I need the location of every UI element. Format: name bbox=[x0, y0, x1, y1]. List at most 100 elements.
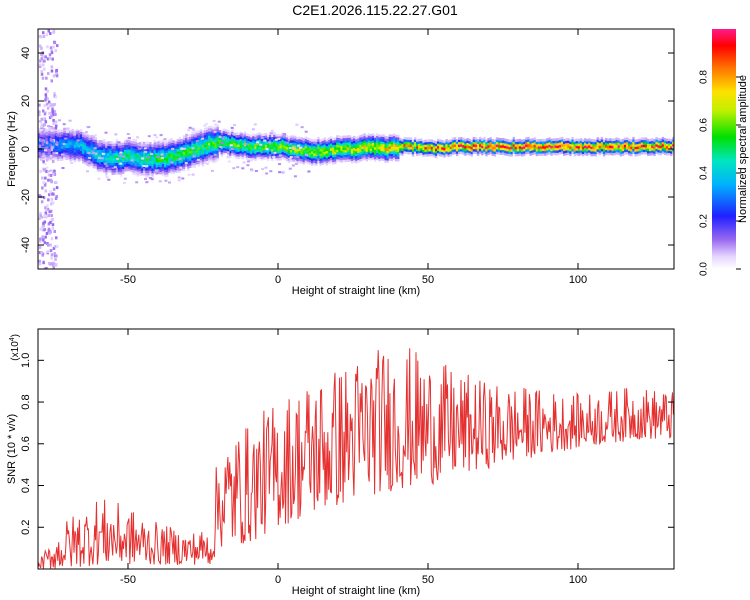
heatmap-cell bbox=[206, 158, 209, 162]
heatmap-cell bbox=[563, 143, 566, 147]
heatmap-cell bbox=[277, 153, 280, 156]
heatmap-cell bbox=[91, 151, 95, 154]
heatmap-cell bbox=[661, 151, 665, 154]
heatmap-cell bbox=[315, 151, 318, 154]
heatmap-cell bbox=[47, 222, 51, 226]
heatmap-cell bbox=[621, 141, 625, 144]
heatmap-cell bbox=[214, 159, 217, 163]
heatmap-cell bbox=[62, 143, 66, 146]
heatmap-cell bbox=[216, 158, 219, 161]
heatmap-cell bbox=[596, 142, 599, 145]
heatmap-cell bbox=[371, 135, 375, 139]
heatmap-cell bbox=[609, 150, 612, 153]
heatmap-cell bbox=[647, 150, 650, 154]
heatmap-cell bbox=[388, 139, 392, 142]
heatmap-cell bbox=[470, 144, 473, 147]
heatmap-cell bbox=[138, 166, 142, 169]
heatmap-cell bbox=[128, 166, 131, 169]
heatmap-cell bbox=[187, 144, 190, 147]
heatmap-cell bbox=[151, 161, 154, 164]
heatmap-cell bbox=[243, 146, 247, 149]
heatmap-cell bbox=[54, 156, 58, 160]
heatmap-cell bbox=[45, 169, 48, 173]
heatmap-cell bbox=[327, 147, 331, 150]
heatmap-cell bbox=[638, 141, 641, 144]
heatmap-cell bbox=[611, 150, 614, 154]
heatmap-cell bbox=[119, 162, 123, 165]
heatmap-cell bbox=[47, 72, 50, 75]
heatmap-cell bbox=[189, 153, 192, 156]
heatmap-cell bbox=[605, 142, 608, 146]
heatmap-cell bbox=[237, 151, 240, 155]
heatmap-cell bbox=[642, 147, 646, 150]
heatmap-cell bbox=[166, 169, 169, 173]
heatmap-cell bbox=[527, 144, 530, 147]
heatmap-cell bbox=[52, 128, 56, 132]
heatmap-cell bbox=[45, 138, 48, 141]
heatmap-cell bbox=[560, 141, 564, 145]
heatmap-cell bbox=[172, 154, 175, 158]
heatmap-cell bbox=[590, 139, 593, 142]
heatmap-cell bbox=[193, 134, 196, 137]
heatmap-cell bbox=[281, 142, 284, 145]
heatmap-cell bbox=[634, 141, 637, 145]
heatmap-cell bbox=[44, 149, 47, 152]
heatmap-cell bbox=[598, 147, 602, 151]
heatmap-cell bbox=[468, 141, 471, 144]
heatmap-cell bbox=[426, 146, 429, 150]
heatmap-cell bbox=[201, 163, 205, 167]
heatmap-cell bbox=[65, 135, 68, 139]
heatmap-cell bbox=[317, 146, 320, 149]
heatmap-cell bbox=[193, 153, 196, 156]
heatmap-cell bbox=[206, 132, 209, 135]
heatmap-cell bbox=[434, 141, 438, 144]
heatmap-cell bbox=[212, 146, 215, 149]
heatmap-cell bbox=[52, 151, 55, 155]
heatmap-cell bbox=[252, 157, 255, 161]
heatmap-cell bbox=[156, 141, 160, 144]
heatmap-cell bbox=[75, 136, 79, 140]
heatmap-cell bbox=[210, 135, 213, 138]
heatmap-cell bbox=[168, 160, 171, 164]
heatmap-cell bbox=[52, 103, 55, 107]
heatmap-cell bbox=[497, 149, 501, 153]
heatmap-cell bbox=[132, 150, 135, 154]
heatmap-cell bbox=[191, 138, 194, 142]
heatmap-cell bbox=[189, 141, 192, 144]
heatmap-cell bbox=[529, 146, 532, 149]
heatmap-cell bbox=[47, 100, 51, 104]
heatmap-cell bbox=[521, 142, 524, 145]
heatmap-cell bbox=[251, 128, 255, 131]
heatmap-cell bbox=[262, 133, 266, 136]
heatmap-cell bbox=[75, 141, 79, 144]
heatmap-cell bbox=[332, 152, 335, 155]
heatmap-cell bbox=[235, 153, 238, 157]
heatmap-cell bbox=[39, 59, 42, 63]
heatmap-cell bbox=[262, 145, 266, 148]
heatmap-cell bbox=[416, 143, 419, 147]
heatmap-cell bbox=[239, 136, 242, 140]
heatmap-cell bbox=[189, 146, 192, 149]
heatmap-cell bbox=[371, 140, 375, 143]
heatmap-cell bbox=[575, 145, 578, 149]
heatmap-cell bbox=[132, 170, 135, 173]
heatmap-cell bbox=[199, 152, 203, 156]
heatmap-cell bbox=[386, 136, 389, 139]
heatmap-cell bbox=[661, 144, 665, 147]
heatmap-cell bbox=[46, 129, 49, 132]
heatmap-cell bbox=[542, 143, 545, 147]
heatmap-cell bbox=[565, 152, 568, 156]
heatmap-cell bbox=[481, 138, 484, 141]
heatmap-cell bbox=[263, 139, 267, 142]
heatmap-cell bbox=[277, 155, 280, 159]
snr-frame bbox=[37, 328, 675, 570]
heatmap-cell bbox=[80, 148, 83, 152]
heatmap-cell bbox=[101, 149, 104, 153]
heatmap-cell bbox=[350, 144, 354, 147]
heatmap-cell bbox=[311, 163, 314, 166]
heatmap-cell bbox=[214, 135, 217, 139]
heatmap-cell bbox=[663, 138, 667, 141]
heatmap-cell bbox=[55, 236, 58, 240]
heatmap-cell bbox=[323, 139, 326, 143]
heatmap-cell bbox=[252, 138, 255, 141]
